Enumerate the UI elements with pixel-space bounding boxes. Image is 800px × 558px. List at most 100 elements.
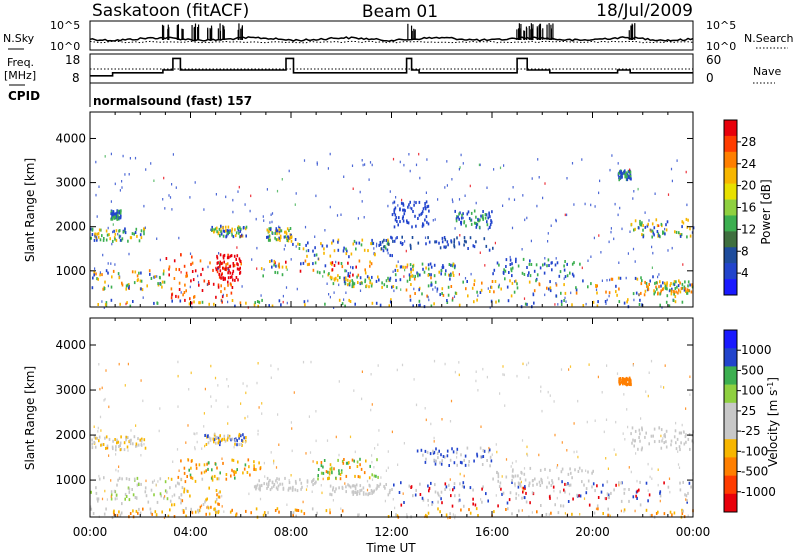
range-gate-cell: [323, 459, 326, 462]
range-gate-cell: [434, 240, 436, 244]
range-gate-cell: [226, 262, 229, 266]
range-gate-cell: [333, 291, 335, 294]
range-gate-cell: [392, 201, 394, 205]
range-gate-cell: [687, 284, 689, 288]
range-gate-cell: [647, 499, 649, 503]
range-gate-cell: [625, 379, 628, 383]
range-gate-cell: [623, 393, 625, 396]
range-gate-cell: [222, 229, 225, 233]
range-gate-cell: [91, 233, 94, 236]
range-gate-cell: [447, 516, 449, 520]
range-gate-cell: [220, 273, 223, 277]
range-gate-cell: [610, 491, 612, 495]
range-gate-cell: [444, 246, 446, 249]
range-gate-cell: [362, 492, 365, 496]
range-gate-cell: [173, 277, 176, 280]
range-gate-cell: [411, 236, 414, 239]
range-gate-cell: [276, 477, 278, 481]
range-gate-cell: [343, 276, 346, 280]
colorbar-tick-label: 500: [741, 363, 764, 377]
range-gate-cell: [102, 443, 105, 446]
range-gate-cell: [554, 303, 556, 306]
range-gate-cell: [208, 302, 210, 306]
range-gate-cell: [170, 477, 173, 481]
range-gate-cell: [239, 260, 242, 263]
range-gate-cell: [226, 231, 229, 235]
range-gate-cell: [349, 300, 352, 303]
range-gate-cell: [317, 477, 319, 481]
range-gate-cell: [684, 280, 686, 284]
range-gate-cell: [345, 291, 347, 294]
range-gate-cell: [331, 469, 333, 473]
range-gate-cell: [646, 284, 648, 288]
range-gate-cell: [467, 463, 470, 467]
range-gate-cell: [263, 219, 265, 222]
range-gate-cell: [419, 493, 422, 496]
range-gate-cell: [371, 460, 373, 464]
range-gate-cell: [122, 230, 125, 234]
colorbar-segment: [724, 199, 737, 216]
range-gate-cell: [91, 438, 93, 442]
range-gate-cell: [204, 500, 206, 504]
range-gate-cell: [269, 228, 272, 231]
range-gate-cell: [194, 510, 197, 514]
range-gate-cell: [602, 512, 604, 515]
range-gate-cell: [507, 299, 510, 303]
range-gate-cell: [641, 446, 643, 450]
range-gate-cell: [169, 196, 172, 199]
range-gate-cell: [560, 368, 563, 371]
range-gate-cell: [297, 242, 299, 246]
range-gate-cell: [472, 497, 474, 501]
range-gate-cell: [677, 450, 679, 453]
range-gate-cell: [642, 228, 644, 232]
range-gate-cell: [277, 484, 280, 488]
range-gate-cell: [237, 190, 239, 193]
range-gate-cell: [162, 198, 164, 201]
range-gate-cell: [217, 283, 220, 287]
range-gate-cell: [442, 455, 445, 458]
range-gate-cell: [651, 266, 653, 269]
range-gate-cell: [663, 281, 666, 285]
range-gate-cell: [311, 480, 313, 484]
range-gate-cell: [421, 262, 424, 266]
range-gate-cell: [573, 450, 575, 454]
range-gate-cell: [99, 387, 101, 391]
range-gate-cell: [662, 437, 664, 440]
range-gate-cell: [448, 483, 450, 487]
range-gate-cell: [425, 215, 428, 219]
range-gate-cell: [470, 211, 473, 215]
range-gate-cell: [483, 449, 486, 453]
range-gate-cell: [455, 292, 458, 295]
range-gate-cell: [386, 242, 389, 246]
range-gate-cell: [685, 290, 687, 293]
range-gate-cell: [633, 298, 635, 302]
range-gate-cell: [521, 439, 524, 442]
range-gate-cell: [263, 482, 265, 486]
range-gate-cell: [385, 239, 388, 242]
range-gate-cell: [129, 157, 131, 160]
range-gate-cell: [155, 513, 158, 517]
range-gate-cell: [286, 301, 288, 305]
range-gate-cell: [400, 503, 403, 507]
range-gate-cell: [352, 484, 355, 488]
range-gate-cell: [417, 241, 420, 245]
range-gate-cell: [136, 476, 139, 480]
velocity-colorbar-label-end: ]: [766, 377, 780, 382]
range-gate-cell: [291, 449, 293, 453]
range-gate-cell: [98, 435, 101, 439]
range-gate-cell: [171, 183, 173, 186]
range-gate-cell: [648, 493, 651, 497]
range-gate-cell: [495, 443, 497, 446]
range-gate-cell: [115, 493, 118, 497]
range-gate-cell: [96, 436, 99, 440]
range-gate-cell: [313, 253, 316, 257]
range-gate-cell: [275, 227, 278, 231]
range-gate-cell: [505, 258, 508, 262]
range-gate-cell: [463, 485, 465, 489]
range-gate-cell: [476, 454, 479, 458]
range-gate-cell: [144, 226, 146, 229]
range-gate-cell: [449, 277, 451, 281]
range-gate-cell: [677, 288, 680, 292]
range-gate-cell: [511, 266, 514, 270]
range-gate-cell: [654, 192, 656, 195]
